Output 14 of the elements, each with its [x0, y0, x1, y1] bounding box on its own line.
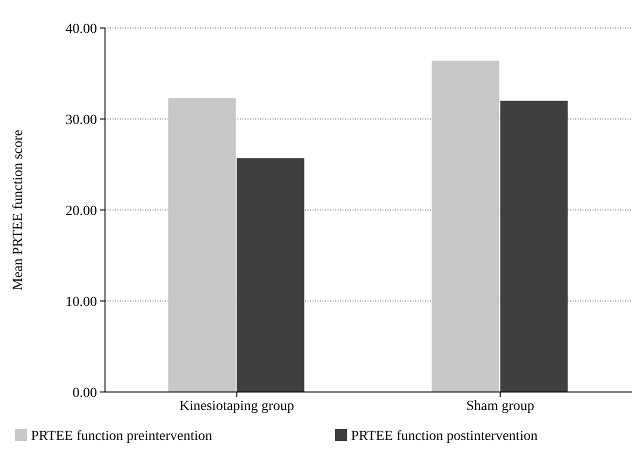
- y-tick-label: 20.00: [66, 204, 97, 219]
- y-tick-label: 40.00: [66, 22, 97, 37]
- bar: [432, 60, 500, 392]
- x-tick-label: Sham group: [466, 399, 534, 414]
- y-tick-label: 0.00: [72, 386, 97, 401]
- y-tick-label: 30.00: [66, 112, 97, 128]
- bar: [168, 98, 236, 392]
- legend-label: PRTEE function preintervention: [31, 429, 212, 444]
- y-axis-title: Mean PRTEE function score: [11, 130, 26, 290]
- legend-label: PRTEE function postintervention: [351, 429, 538, 444]
- x-tick-label: Kinesiotaping group: [179, 399, 294, 414]
- bar: [236, 158, 304, 392]
- y-tick-label: 10.00: [66, 294, 97, 310]
- bar: [500, 100, 568, 392]
